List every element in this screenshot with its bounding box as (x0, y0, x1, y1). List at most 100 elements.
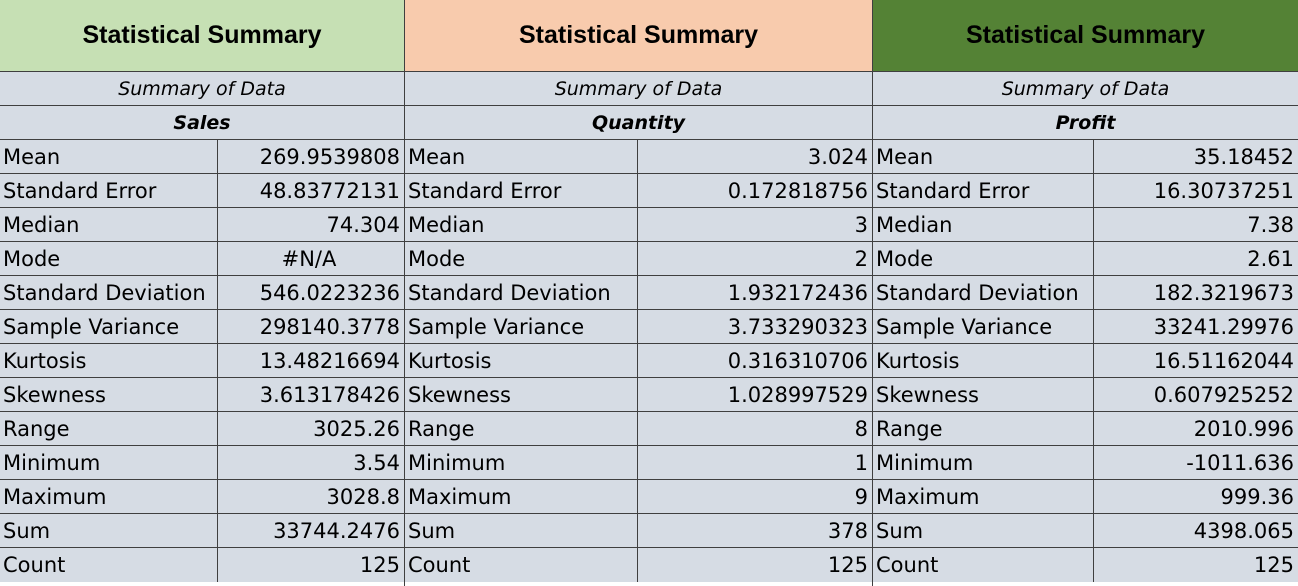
profit-subtitle[interactable]: Summary of Data (873, 72, 1298, 106)
stat-value-cell[interactable]: 33241.29976 (1094, 310, 1298, 343)
stat-value-cell[interactable]: -1011.636 (1094, 446, 1298, 479)
sales-subtitle[interactable]: Summary of Data (0, 72, 404, 106)
stat-row: Mean 3.024 (405, 140, 872, 174)
stat-value-cell[interactable]: 3 (638, 208, 872, 241)
stat-label-cell[interactable]: Standard Deviation (0, 276, 218, 309)
stat-value-cell[interactable]: 182.3219673 (1094, 276, 1298, 309)
stat-value-cell[interactable]: 2 (638, 242, 872, 275)
stat-label-cell[interactable]: Count (0, 548, 218, 582)
stat-value-cell[interactable]: 1.028997529 (638, 378, 872, 411)
stat-label-cell[interactable]: Minimum (405, 446, 638, 479)
stat-value-cell[interactable]: 125 (1094, 548, 1298, 582)
stat-label-cell[interactable]: Skewness (405, 378, 638, 411)
stat-value-cell[interactable]: 48.83772131 (218, 174, 404, 207)
sales-summary-block: Statistical Summary Summary of Data Sale… (0, 0, 405, 586)
stat-row: Maximum 9 (405, 480, 872, 514)
profit-summary-block: Statistical Summary Summary of Data Prof… (873, 0, 1298, 586)
stat-value-cell[interactable]: 35.18452 (1094, 140, 1298, 173)
stat-label-cell[interactable]: Median (0, 208, 218, 241)
sales-variable-header[interactable]: Sales (0, 106, 404, 140)
stat-label-cell[interactable]: Minimum (0, 446, 218, 479)
stat-label-cell[interactable]: Count (405, 548, 638, 582)
stat-label-cell[interactable]: Count (873, 548, 1094, 582)
stat-label-cell[interactable]: Sample Variance (873, 310, 1094, 343)
stat-value-cell[interactable]: 0.172818756 (638, 174, 872, 207)
stat-value-cell[interactable]: 16.51162044 (1094, 344, 1298, 377)
stat-value-cell[interactable]: 3.54 (218, 446, 404, 479)
stat-label-cell[interactable]: Mode (873, 242, 1094, 275)
stat-value-cell[interactable]: 999.36 (1094, 480, 1298, 513)
stat-label-cell[interactable]: Standard Error (873, 174, 1094, 207)
stat-label-cell[interactable]: Sample Variance (0, 310, 218, 343)
stat-label-cell[interactable]: Sample Variance (405, 310, 638, 343)
stat-label-cell[interactable]: Kurtosis (0, 344, 218, 377)
stat-value-cell[interactable]: 0.607925252 (1094, 378, 1298, 411)
stat-label-cell[interactable]: Range (0, 412, 218, 445)
stat-value-cell[interactable]: 13.48216694 (218, 344, 404, 377)
stat-value-cell[interactable]: 74.304 (218, 208, 404, 241)
stat-value-cell[interactable]: 3025.26 (218, 412, 404, 445)
stat-value-cell[interactable]: 378 (638, 514, 872, 547)
quantity-title[interactable]: Statistical Summary (405, 0, 872, 72)
stat-value-cell[interactable]: 546.0223236 (218, 276, 404, 309)
stat-label-cell[interactable]: Standard Error (405, 174, 638, 207)
stat-label-cell[interactable]: Kurtosis (873, 344, 1094, 377)
stat-label-cell[interactable]: Median (873, 208, 1094, 241)
stat-label-cell[interactable]: Standard Error (0, 174, 218, 207)
stat-value-cell[interactable]: 269.9539808 (218, 140, 404, 173)
profit-rows: Mean 35.18452 Standard Error 16.30737251 Med… (873, 140, 1298, 582)
stat-row: Standard Error 0.172818756 (405, 174, 872, 208)
stat-label-cell[interactable]: Skewness (0, 378, 218, 411)
stat-value-cell[interactable]: 4398.065 (1094, 514, 1298, 547)
stat-label-cell[interactable]: Mode (0, 242, 218, 275)
stat-label-cell[interactable]: Skewness (873, 378, 1094, 411)
quantity-summary-block: Statistical Summary Summary of Data Quan… (405, 0, 873, 586)
stat-value-cell[interactable]: 9 (638, 480, 872, 513)
profit-title[interactable]: Statistical Summary (873, 0, 1298, 72)
stat-value-cell[interactable]: 0.316310706 (638, 344, 872, 377)
stat-label-cell[interactable]: Mean (873, 140, 1094, 173)
stat-row: Minimum 1 (405, 446, 872, 480)
stat-row: Range 2010.996 (873, 412, 1298, 446)
stat-value-cell[interactable]: 1.932172436 (638, 276, 872, 309)
stat-value-cell[interactable]: 298140.3778 (218, 310, 404, 343)
stat-label-cell[interactable]: Mean (405, 140, 638, 173)
stat-label-cell[interactable]: Maximum (873, 480, 1094, 513)
stat-label-cell[interactable]: Maximum (405, 480, 638, 513)
stat-label-cell[interactable]: Standard Deviation (405, 276, 638, 309)
profit-variable-header[interactable]: Profit (873, 106, 1298, 140)
stat-value-cell[interactable]: 8 (638, 412, 872, 445)
stat-label-cell[interactable]: Minimum (873, 446, 1094, 479)
stat-value-cell[interactable]: 16.30737251 (1094, 174, 1298, 207)
stat-row: Median 74.304 (0, 208, 404, 242)
stat-label-cell[interactable]: Mode (405, 242, 638, 275)
stat-value-cell[interactable]: 1 (638, 446, 872, 479)
stat-value-cell[interactable]: #N/A (218, 242, 404, 275)
stat-value-cell[interactable]: 3.024 (638, 140, 872, 173)
stat-row: Sample Variance 3.733290323 (405, 310, 872, 344)
stat-label-cell[interactable]: Range (873, 412, 1094, 445)
stat-label-cell[interactable]: Mean (0, 140, 218, 173)
stat-label-cell[interactable]: Sum (0, 514, 218, 547)
stat-value-cell[interactable]: 7.38 (1094, 208, 1298, 241)
stat-label-cell[interactable]: Sum (873, 514, 1094, 547)
stat-value-cell[interactable]: 125 (638, 548, 872, 582)
sales-title[interactable]: Statistical Summary (0, 0, 404, 72)
stat-value-cell[interactable]: 2010.996 (1094, 412, 1298, 445)
stat-label-cell[interactable]: Sum (405, 514, 638, 547)
stat-value-cell[interactable]: 3.613178426 (218, 378, 404, 411)
stat-label-cell[interactable]: Range (405, 412, 638, 445)
quantity-variable-header[interactable]: Quantity (405, 106, 872, 140)
stat-label-cell[interactable]: Standard Deviation (873, 276, 1094, 309)
stat-value-cell[interactable]: 2.61 (1094, 242, 1298, 275)
stat-label-cell[interactable]: Kurtosis (405, 344, 638, 377)
stat-row: Range 3025.26 (0, 412, 404, 446)
quantity-subtitle[interactable]: Summary of Data (405, 72, 872, 106)
stat-value-cell[interactable]: 3028.8 (218, 480, 404, 513)
stat-value-cell[interactable]: 33744.2476 (218, 514, 404, 547)
stat-value-cell[interactable]: 3.733290323 (638, 310, 872, 343)
stat-row: Mode 2.61 (873, 242, 1298, 276)
stat-label-cell[interactable]: Median (405, 208, 638, 241)
stat-label-cell[interactable]: Maximum (0, 480, 218, 513)
stat-value-cell[interactable]: 125 (218, 548, 404, 582)
